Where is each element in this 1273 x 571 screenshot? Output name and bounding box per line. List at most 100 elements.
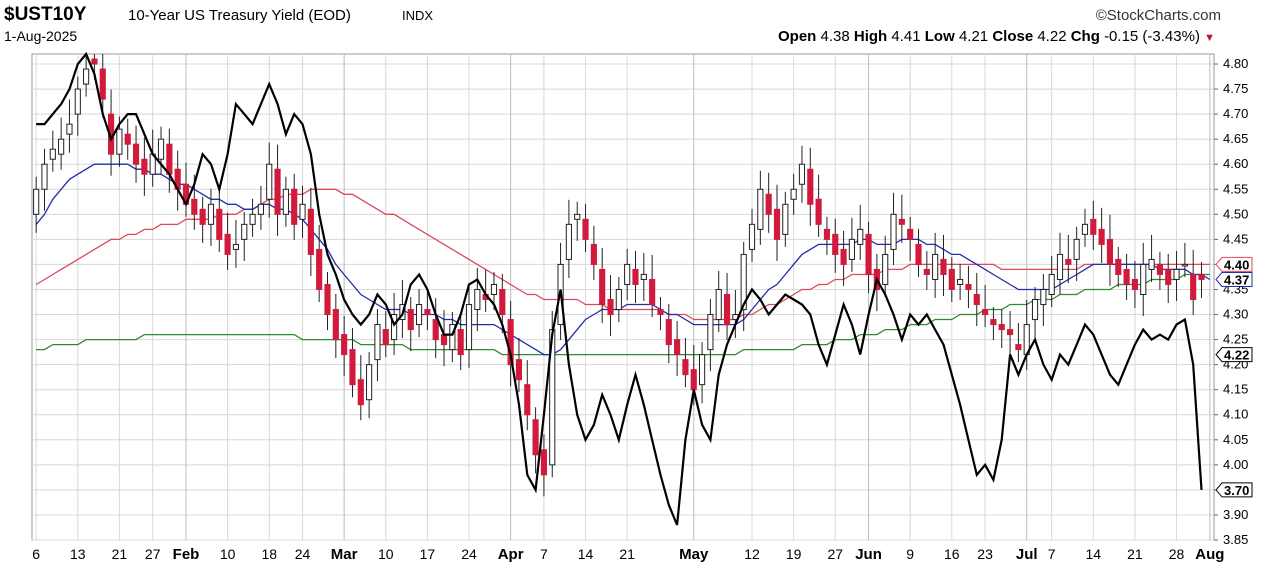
candle-body [632, 268, 639, 285]
candle-body [1098, 228, 1105, 245]
candle-body [1040, 288, 1047, 306]
last-value-tag [1215, 256, 1253, 272]
x-tick-label: Apr [498, 546, 524, 563]
candle-body [457, 329, 464, 356]
candle-body [1123, 268, 1130, 285]
candle-body [532, 419, 539, 456]
y-tick-label: 4.10 [1223, 407, 1248, 422]
candle-body [207, 203, 215, 225]
y-tick-label: 3.90 [1223, 507, 1248, 522]
candle-body [815, 198, 822, 225]
candle-body [249, 213, 256, 225]
x-tick-label: 17 [420, 546, 436, 562]
open-label: Open [778, 28, 817, 45]
candle-body [790, 188, 797, 200]
candle-body [990, 319, 997, 326]
candle-body [574, 213, 581, 220]
x-tick-label: 27 [827, 546, 843, 562]
x-tick-label: 28 [1169, 546, 1185, 562]
candle-body [1148, 258, 1155, 270]
candle-body [698, 354, 706, 386]
close-value: 4.22 [1037, 28, 1067, 45]
x-tick-label: Jun [855, 546, 882, 563]
sma20-line [35, 163, 1211, 356]
candle-body [83, 68, 90, 85]
candle-body [682, 359, 689, 376]
candle-body [923, 268, 930, 275]
candle-body [1131, 278, 1139, 290]
last-value-tag [1215, 482, 1253, 498]
x-tick-label: 7 [1048, 546, 1056, 562]
close-label: Close [992, 28, 1034, 45]
y-tick-label: 3.85 [1223, 532, 1248, 547]
candle-body [307, 208, 314, 255]
candle-body [807, 168, 814, 205]
overlay-line [36, 51, 1203, 526]
candle-body [1031, 299, 1039, 321]
y-tick-label: 4.25 [1223, 332, 1248, 347]
candle-body [232, 243, 240, 250]
candle-body [1173, 268, 1180, 280]
x-tick-label: 7 [540, 546, 548, 562]
candle-body [515, 359, 523, 381]
y-tick-label: 4.75 [1223, 81, 1248, 96]
down-arrow-icon: ▼ [1204, 32, 1215, 44]
candle-body [49, 148, 56, 160]
candle-body [274, 168, 281, 215]
candle-body [740, 253, 747, 311]
candle-body [907, 228, 914, 240]
y-tick-label: 4.50 [1223, 206, 1248, 221]
candle-body [124, 133, 131, 145]
last-value-label: 4.40 [1224, 257, 1249, 272]
candle-body [58, 138, 65, 155]
y-tick-label: 4.05 [1223, 432, 1248, 447]
candle-body [357, 379, 364, 406]
candle-body [898, 218, 905, 225]
y-tick-label: 4.45 [1223, 231, 1248, 246]
candle-body [440, 334, 448, 346]
candle-body [607, 299, 614, 316]
candle-body [191, 198, 198, 215]
candle-body [299, 203, 306, 220]
x-tick-label: 12 [744, 546, 760, 562]
plot-area [31, 53, 1215, 541]
y-tick-label: 4.55 [1223, 181, 1248, 196]
candle-body [324, 283, 331, 316]
y-tick-label: 4.15 [1223, 382, 1248, 397]
candle-body [1165, 268, 1172, 285]
last-value-label: 4.37 [1224, 272, 1249, 287]
candle-body [1190, 273, 1197, 301]
last-value-label: 3.70 [1224, 483, 1249, 498]
candle-body [748, 223, 756, 250]
candle-body [199, 208, 206, 225]
x-tick-label: 21 [619, 546, 635, 562]
candle-body [33, 188, 40, 215]
candle-body [640, 273, 647, 280]
candle-body [757, 188, 764, 230]
x-tick-label: May [679, 546, 709, 563]
candle-body [1006, 329, 1014, 336]
candle-body [415, 304, 423, 326]
candle-body [1048, 273, 1055, 295]
brand-watermark: ©StockCharts.com [1095, 7, 1221, 24]
candle-body [91, 58, 98, 65]
last-value-label: 4.22 [1224, 348, 1249, 363]
candle-body [391, 314, 398, 341]
candle-body [798, 163, 806, 185]
sma200-line [36, 273, 1210, 356]
x-tick-label: 16 [944, 546, 960, 562]
x-tick-label: 18 [261, 546, 277, 562]
candle-body [216, 208, 223, 240]
candle-body [915, 243, 922, 265]
x-tick-label: 19 [786, 546, 802, 562]
x-tick-label: Feb [173, 546, 200, 563]
candle-body [224, 233, 231, 255]
candle-body [257, 203, 264, 215]
x-tick-label: 14 [1086, 546, 1102, 562]
candle-body [316, 248, 323, 290]
chart-description: 10-Year US Treasury Yield (EOD) [128, 7, 351, 24]
x-tick-label: 14 [578, 546, 594, 562]
candle-body [823, 228, 831, 240]
candle-body [407, 309, 414, 331]
